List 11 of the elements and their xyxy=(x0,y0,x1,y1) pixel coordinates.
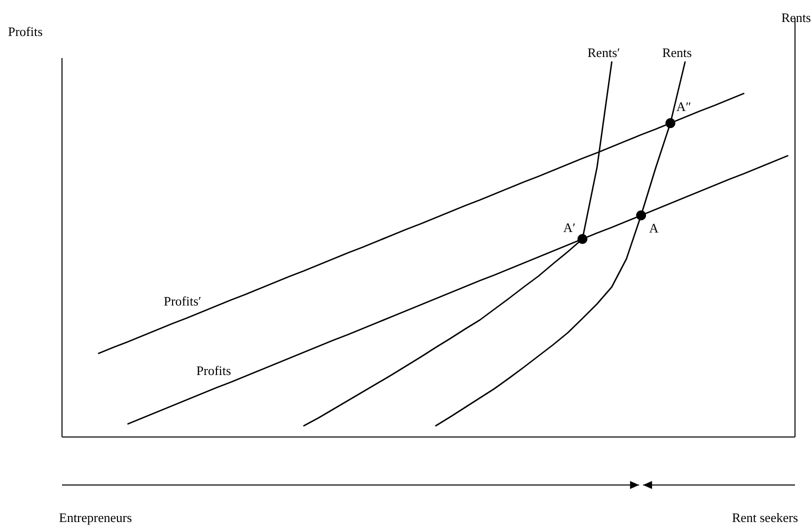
annotation: A xyxy=(649,220,660,236)
y2-axis-title: Rents xyxy=(781,10,811,25)
text: Entrepreneurs xyxy=(59,510,132,525)
annotation: A″ xyxy=(676,99,692,114)
text: Rent seekers xyxy=(732,510,798,525)
annotation: A′ xyxy=(563,220,576,235)
series-label: Profits xyxy=(196,363,232,378)
y-axis-title: Profits xyxy=(8,24,43,39)
series-label: Rents xyxy=(662,45,692,60)
series-label: Rents′ xyxy=(588,45,620,60)
series-label: Profits′ xyxy=(164,294,202,309)
